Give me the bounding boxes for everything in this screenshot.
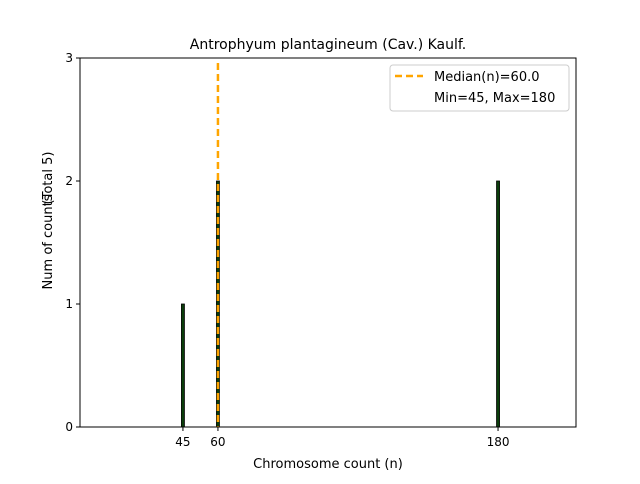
y-tick-label-3: 3 — [65, 51, 73, 65]
x-tick-label-180: 180 — [487, 435, 510, 449]
legend: Median(n)=60.0 Min=45, Max=180 — [389, 64, 570, 112]
y-axis-label: Num of counts — [41, 194, 56, 289]
y-axis-total-label: (Total 5) — [41, 152, 56, 205]
y-tick-label-1: 1 — [65, 297, 73, 311]
y-tick-label-2: 2 — [65, 174, 73, 188]
legend-entry-minmax: Min=45, Max=180 — [434, 91, 555, 106]
bar-45 — [181, 303, 185, 428]
chart-title: Antrophyum plantagineum (Cav.) Kaulf. — [190, 37, 467, 53]
legend-box — [389, 64, 570, 112]
x-tick-label-45: 45 — [175, 435, 190, 449]
legend-entry-median: Median(n)=60.0 — [434, 70, 540, 85]
x-tick-label-60: 60 — [210, 435, 225, 449]
bar-180 — [496, 180, 500, 428]
x-axis-label: Chromosome count (n) — [253, 457, 403, 472]
axes-frame — [79, 57, 577, 428]
y-tick-label-0: 0 — [65, 420, 73, 434]
